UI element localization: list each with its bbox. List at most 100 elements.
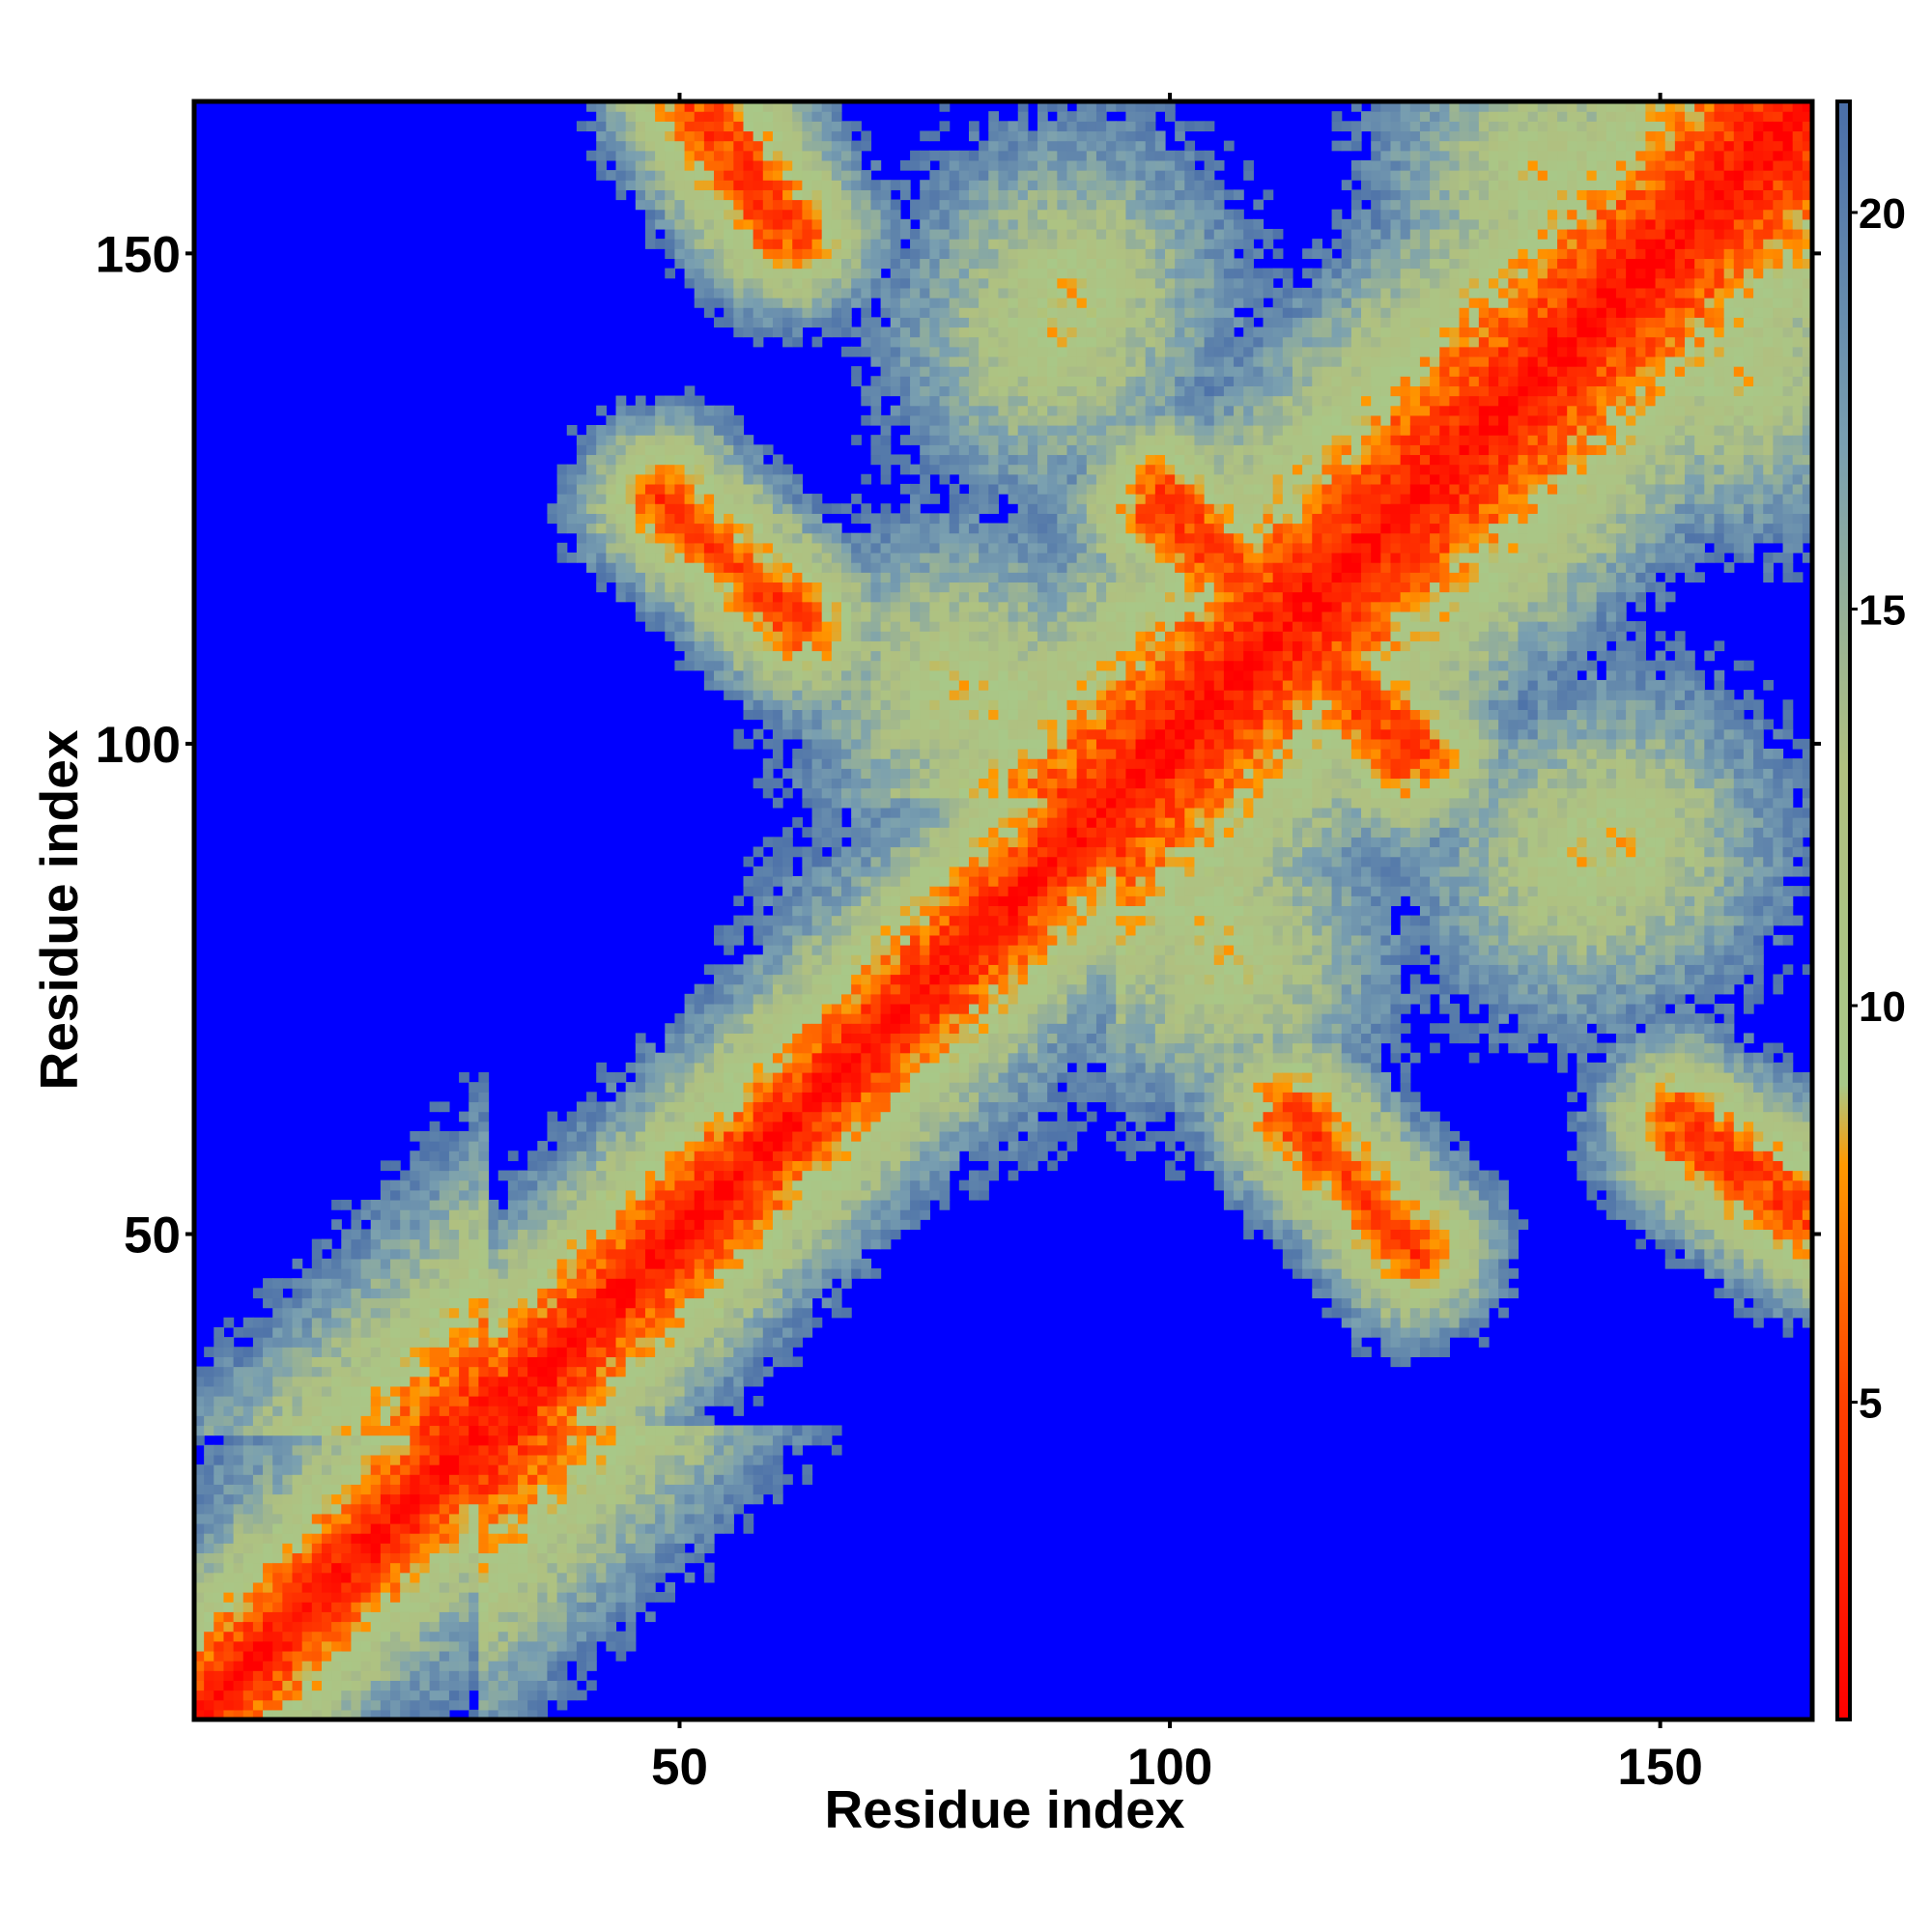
- heatmap-cell: [831, 974, 842, 985]
- heatmap-cell: [644, 1052, 656, 1064]
- heatmap-cell: [518, 1385, 528, 1397]
- heatmap-cell: [762, 150, 774, 161]
- heatmap-cell: [831, 1297, 842, 1309]
- heatmap-cell: [469, 1562, 479, 1574]
- heatmap-cell: [724, 640, 734, 652]
- heatmap-cell: [263, 1288, 273, 1299]
- heatmap-cell: [831, 307, 842, 318]
- heatmap-cell: [576, 1474, 587, 1485]
- heatmap-cell: [772, 327, 783, 338]
- heatmap-cell: [507, 1268, 519, 1279]
- heatmap-cell: [351, 1562, 362, 1574]
- heatmap-cell: [674, 483, 686, 495]
- heatmap-cell: [478, 1552, 490, 1564]
- heatmap-cell: [841, 924, 852, 936]
- heatmap-cell: [831, 121, 842, 132]
- heatmap-cell: [714, 180, 724, 190]
- heatmap-cell: [635, 1356, 646, 1368]
- heatmap-cell: [596, 1406, 607, 1416]
- heatmap-cell: [644, 218, 656, 230]
- heatmap-cell: [527, 1621, 538, 1633]
- heatmap-cell: [507, 1444, 519, 1456]
- heatmap-cell: [811, 572, 823, 583]
- heatmap-cell: [762, 915, 774, 926]
- heatmap-cell: [606, 150, 617, 161]
- heatmap-cell: [311, 1592, 323, 1603]
- heatmap-cell: [625, 121, 637, 132]
- heatmap-cell: [448, 1543, 460, 1554]
- heatmap-cell: [459, 1513, 469, 1524]
- heatmap-cell: [665, 611, 676, 622]
- heatmap-cell: [644, 1209, 656, 1220]
- heatmap-cell: [252, 1326, 264, 1338]
- heatmap-cell: [762, 768, 774, 780]
- heatmap-cell: [772, 1307, 783, 1319]
- heatmap-cell: [841, 189, 852, 201]
- heatmap-cell: [596, 1572, 607, 1583]
- heatmap-cell: [459, 1189, 469, 1201]
- heatmap-cell: [644, 494, 656, 504]
- heatmap-cell: [497, 1572, 509, 1583]
- heatmap-cell: [625, 1543, 637, 1554]
- heatmap-cell: [841, 503, 852, 514]
- heatmap-cell: [497, 1503, 509, 1515]
- heatmap-cell: [242, 1562, 254, 1574]
- heatmap-cell: [635, 1033, 646, 1044]
- heatmap-cell: [459, 1209, 469, 1220]
- heatmap-cell: [556, 1366, 568, 1378]
- heatmap-cell: [370, 1454, 382, 1465]
- heatmap-cell: [635, 494, 646, 504]
- heatmap-cell: [360, 1650, 372, 1662]
- heatmap-cell: [537, 1229, 549, 1240]
- heatmap-cell: [252, 1396, 264, 1406]
- heatmap-cell: [242, 1699, 254, 1711]
- heatmap-cell: [665, 268, 676, 279]
- heatmap-cell: [674, 1141, 686, 1151]
- heatmap-cell: [733, 454, 745, 466]
- heatmap-cell: [811, 669, 823, 681]
- heatmap-cell: [488, 1268, 499, 1279]
- heatmap-cell: [831, 572, 842, 583]
- heatmap-cell: [311, 1680, 323, 1691]
- heatmap-cell: [841, 915, 852, 926]
- heatmap-cell: [360, 1406, 372, 1416]
- heatmap-cell: [644, 1297, 656, 1309]
- heatmap-cell: [772, 679, 783, 691]
- heatmap-cell: [625, 1307, 637, 1319]
- heatmap-cell: [448, 1562, 460, 1574]
- heatmap-cell: [429, 1307, 440, 1319]
- heatmap-cell: [566, 1337, 578, 1348]
- heatmap-cell: [606, 1396, 617, 1406]
- heatmap-cell: [762, 787, 774, 799]
- heatmap-cell: [831, 1160, 842, 1172]
- heatmap-cell: [233, 1543, 244, 1554]
- heatmap-cell: [802, 1042, 813, 1054]
- heatmap-cell: [811, 111, 823, 122]
- heatmap-cell: [802, 591, 813, 603]
- heatmap-cell: [576, 1385, 587, 1397]
- heatmap-cell: [851, 150, 862, 161]
- heatmap-cell: [576, 494, 587, 504]
- heatmap-cell: [841, 601, 852, 612]
- heatmap-cell: [724, 159, 734, 171]
- heatmap-cell: [556, 1317, 568, 1328]
- heatmap-cell: [566, 1572, 578, 1583]
- heatmap-cell: [615, 523, 627, 534]
- heatmap-cell: [831, 690, 842, 700]
- heatmap-cell: [537, 1709, 549, 1720]
- heatmap-cell: [194, 1661, 205, 1671]
- heatmap-cell: [792, 591, 803, 603]
- heatmap-cell: [743, 1072, 754, 1083]
- heatmap-cell: [724, 180, 734, 190]
- heatmap-cell: [419, 1326, 431, 1338]
- heatmap-cell: [674, 1415, 686, 1427]
- heatmap-cell: [733, 660, 745, 671]
- heatmap-cell: [724, 1513, 734, 1524]
- heatmap-cell: [390, 1415, 401, 1427]
- heatmap-cell: [821, 1082, 833, 1093]
- heatmap-cell: [831, 1042, 842, 1054]
- heatmap-cell: [703, 199, 715, 211]
- heatmap-cell: [772, 1317, 783, 1328]
- heatmap-cell: [419, 1229, 431, 1240]
- heatmap-cell: [772, 1248, 783, 1260]
